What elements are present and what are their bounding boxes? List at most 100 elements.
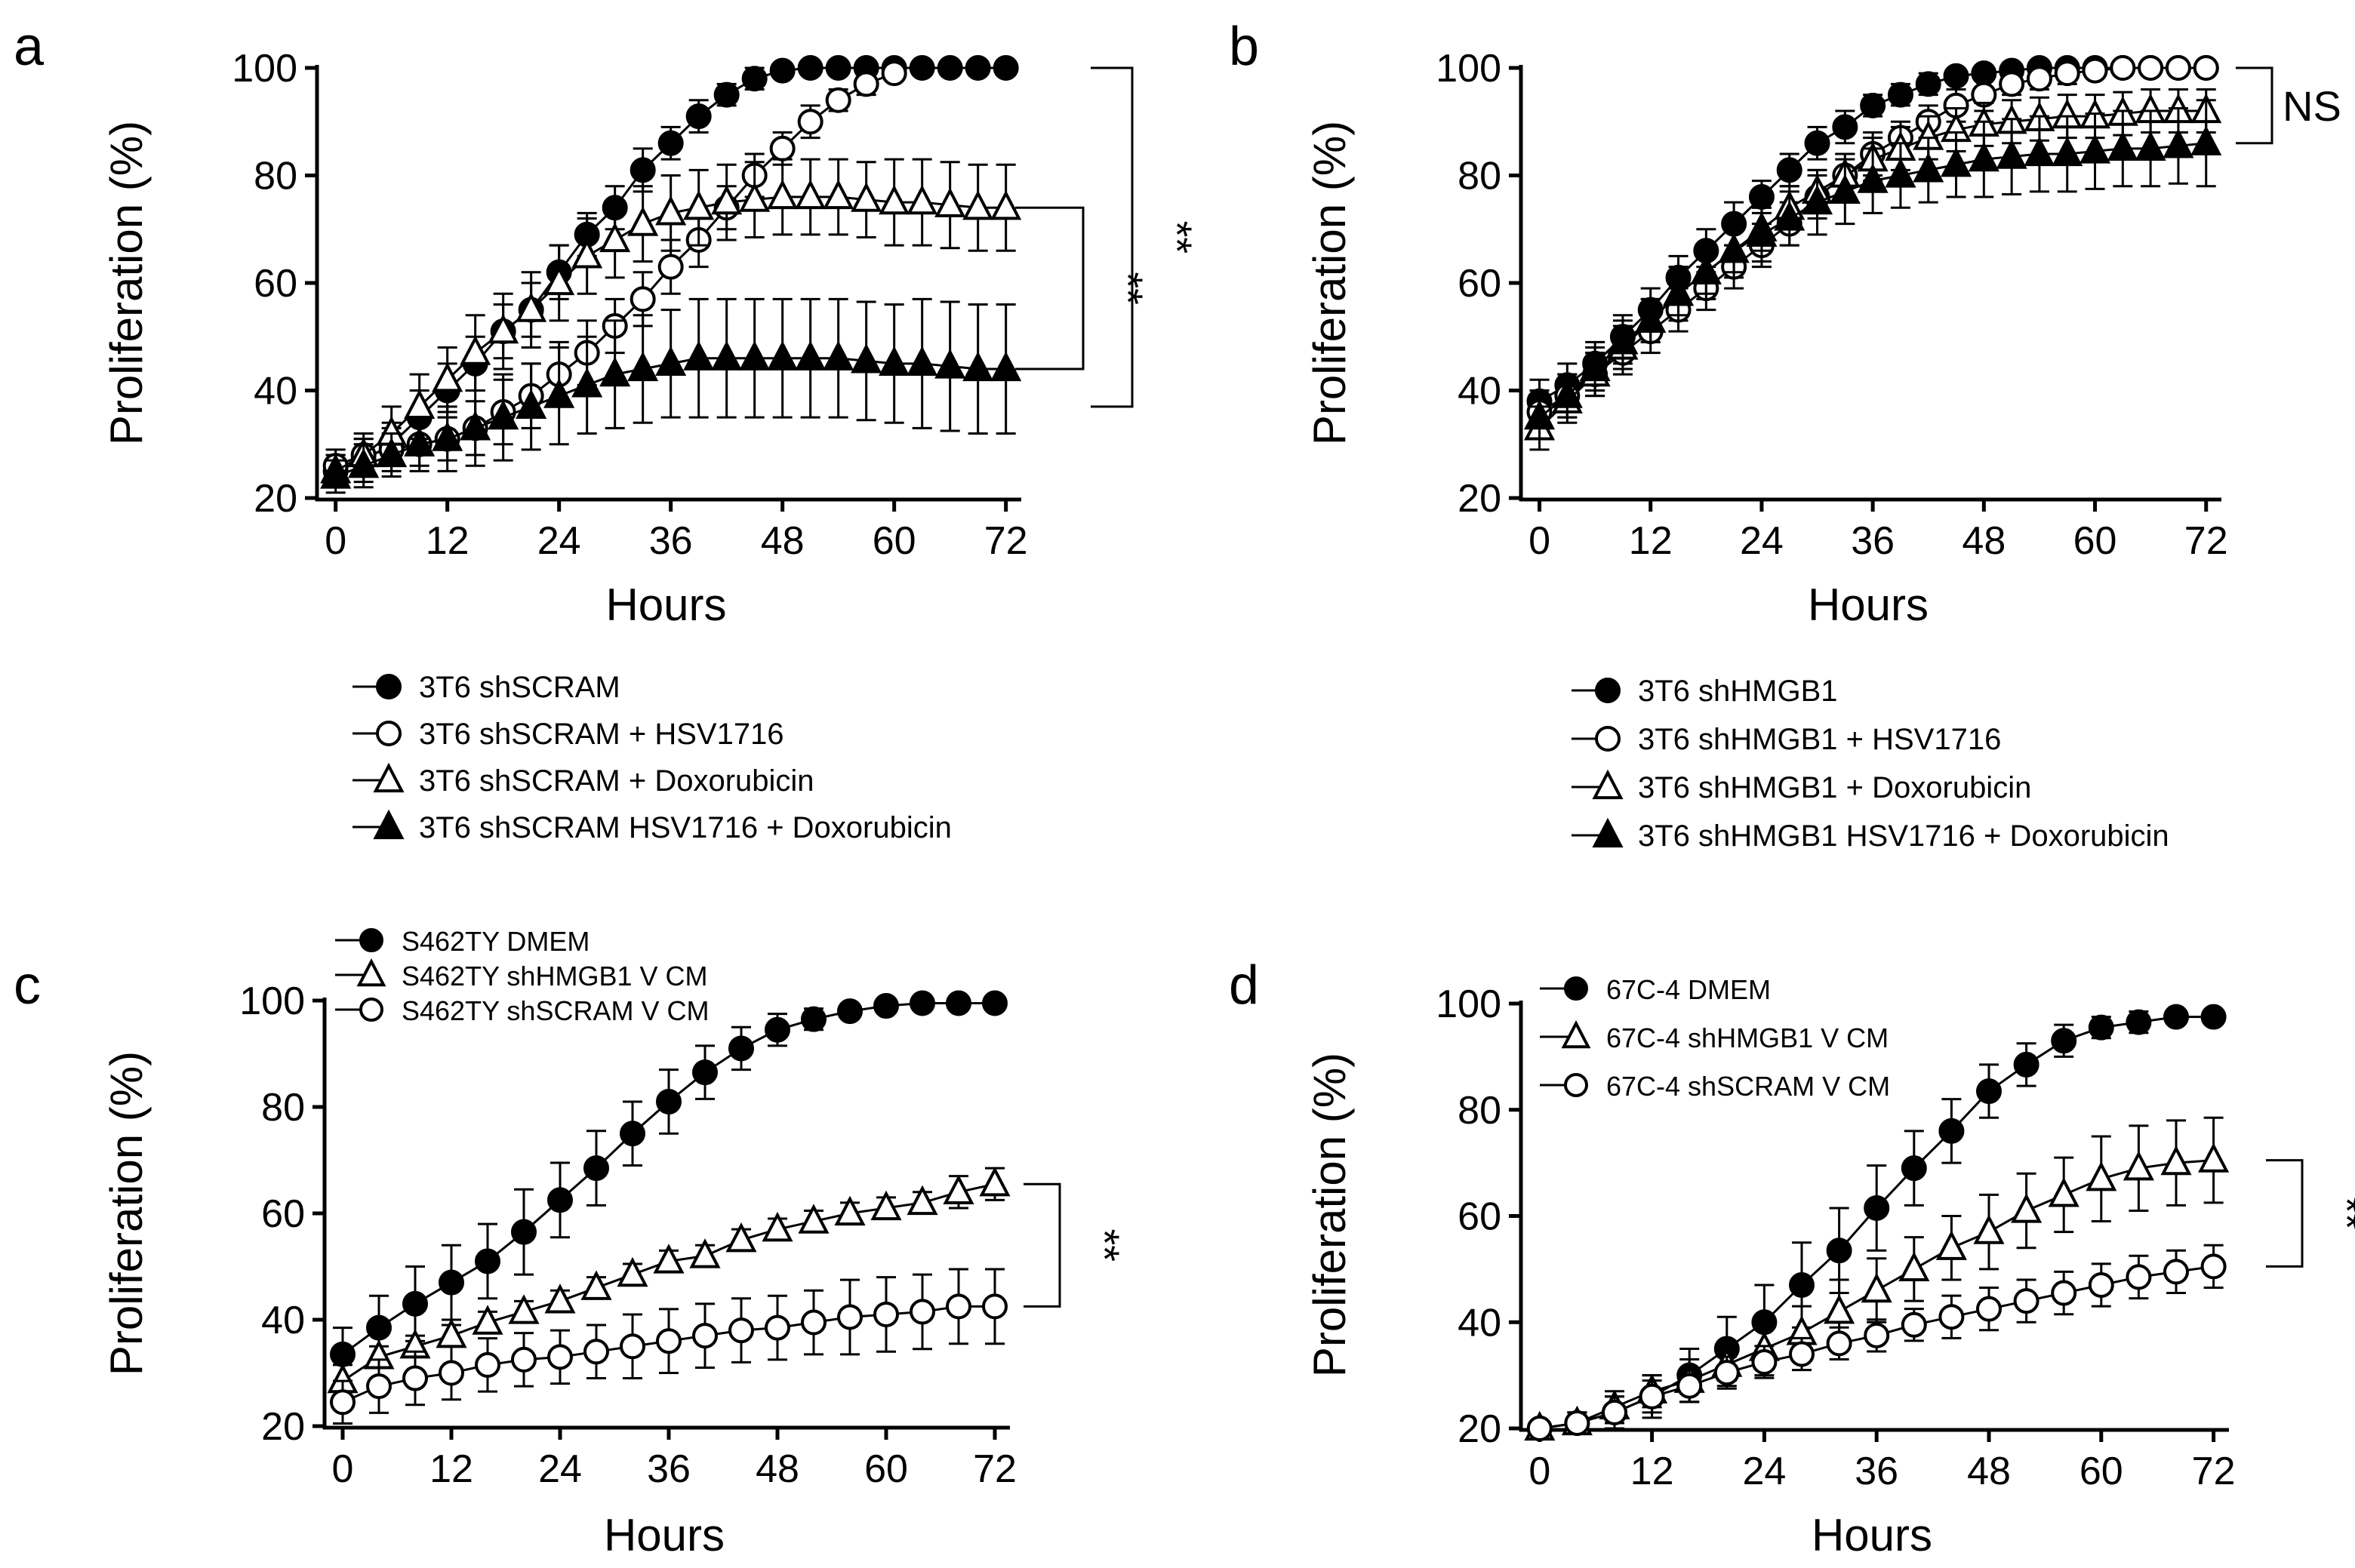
legend-marker — [373, 762, 405, 793]
data-point — [1564, 1410, 1590, 1436]
data-point — [508, 1294, 540, 1324]
data-point — [1940, 147, 1972, 177]
series-filled-circle — [330, 990, 1008, 1382]
data-point — [1523, 399, 1556, 430]
data-point — [2079, 134, 2111, 164]
data-point — [657, 254, 684, 280]
legend-item: 3T6 shSCRAM + Doxorubicin — [352, 762, 814, 798]
data-point — [2026, 66, 2052, 92]
y-tick-label: 40 — [1458, 370, 1501, 414]
legend-label: 3T6 shHMGB1 + HSV1716 — [1638, 723, 2001, 756]
data-point — [713, 81, 740, 108]
data-point — [1938, 1118, 1965, 1144]
data-point — [825, 55, 851, 81]
series-open-circle — [1526, 1244, 2227, 1441]
data-point — [834, 1195, 866, 1226]
data-point — [946, 1293, 971, 1320]
data-point — [795, 179, 827, 210]
data-point — [982, 1293, 1008, 1320]
data-point — [376, 437, 408, 468]
legend-label: 67C-4 DMEM — [1606, 974, 1771, 1005]
data-point — [1526, 1416, 1553, 1441]
data-point — [1607, 324, 1639, 355]
data-point — [543, 378, 575, 408]
data-point — [1579, 351, 1611, 382]
data-point — [1915, 71, 1941, 97]
x-axis-title: Hours — [604, 1510, 725, 1560]
data-point — [1829, 174, 1861, 204]
data-point — [2051, 1028, 2077, 1054]
data-point — [2051, 1280, 2077, 1306]
x-tick-label: 36 — [649, 519, 693, 563]
significance-label: ** — [1104, 272, 1152, 305]
y-tick-label: 60 — [254, 262, 297, 306]
data-point — [1551, 378, 1583, 408]
data-point — [1938, 1304, 1965, 1330]
data-point — [692, 1323, 718, 1349]
x-tick-label: 12 — [1629, 519, 1673, 563]
significance-label: ** — [1081, 1229, 1128, 1262]
x-tick-label: 48 — [1962, 519, 2006, 563]
data-point — [620, 1333, 645, 1360]
data-point — [1887, 81, 1913, 108]
data-point — [2088, 1271, 2114, 1298]
significance-label: ** — [1153, 221, 1201, 254]
data-point — [1789, 1341, 1815, 1367]
data-point — [1748, 184, 1775, 210]
data-point — [683, 340, 715, 370]
legend-item: 67C-4 shSCRAM V CM — [1540, 1071, 1890, 1102]
y-axis-title: Proliferation (%) — [1304, 1053, 1355, 1377]
x-tick-label: 72 — [2192, 1450, 2236, 1493]
data-point — [739, 182, 771, 212]
data-point — [543, 265, 575, 296]
data-point — [739, 340, 771, 370]
significance-bracket: ** — [1024, 1182, 1128, 1308]
data-point — [767, 340, 799, 370]
legend-b: 3T6 shHMGB1 3T6 shHMGB1 + HSV1716 3T6 shHM… — [1572, 675, 2169, 853]
bracket-line — [2266, 1159, 2304, 1268]
legend-marker — [376, 721, 402, 746]
data-point — [2054, 60, 2080, 87]
data-point — [962, 351, 994, 382]
legend-item: S462TY shSCRAM V CM — [335, 995, 709, 1026]
series-open-triangle — [320, 158, 1022, 489]
data-point — [1751, 1349, 1778, 1376]
data-point — [873, 1301, 899, 1327]
data-point — [934, 349, 966, 379]
data-point — [516, 389, 547, 420]
data-point — [2138, 55, 2164, 81]
data-point — [439, 1269, 464, 1296]
data-point — [982, 990, 1008, 1016]
data-point — [879, 346, 910, 377]
data-point — [2198, 1142, 2230, 1173]
data-point — [1774, 201, 1806, 231]
data-point — [946, 990, 971, 1016]
data-point — [511, 1219, 537, 1245]
data-point — [2088, 1014, 2114, 1041]
legend-marker — [373, 809, 405, 840]
data-point — [516, 292, 547, 322]
y-axis-title: Proliferation (%) — [1304, 121, 1355, 445]
data-point — [1857, 163, 1889, 193]
data-point — [2013, 1288, 2039, 1314]
series-filled-triangle — [1523, 99, 2222, 441]
data-point — [692, 1059, 718, 1086]
data-point — [965, 55, 991, 81]
data-point — [762, 1211, 793, 1242]
legend-item: 67C-4 DMEM — [1540, 974, 1771, 1005]
plot-area-c: 20 40 60 80 100 0 12 24 36 48 60 72 Hours Proliferati… — [101, 979, 1128, 1560]
plot-area-b: 20 40 60 80 100 0 12 24 36 48 60 72 Hours Proliferati… — [1304, 47, 2341, 630]
x-tick-label: 60 — [2073, 519, 2117, 563]
data-point — [728, 1035, 754, 1062]
data-point — [2193, 55, 2219, 81]
data-point — [765, 1314, 790, 1341]
data-point — [547, 1344, 573, 1370]
data-point — [769, 135, 796, 161]
data-point — [1976, 1078, 2002, 1105]
data-point — [937, 55, 963, 81]
panel-b: b 20 40 60 80 100 0 12 24 36 48 60 72 Hours Prolifera… — [1229, 17, 2341, 853]
legend-label: 3T6 shHMGB1 HSV1716 + Doxorubicin — [1638, 819, 2169, 853]
plot-area-a: 20 40 60 80 100 0 12 24 36 48 60 72 Hours Proliferati… — [101, 47, 1201, 630]
y-tick-label: 60 — [261, 1192, 305, 1236]
